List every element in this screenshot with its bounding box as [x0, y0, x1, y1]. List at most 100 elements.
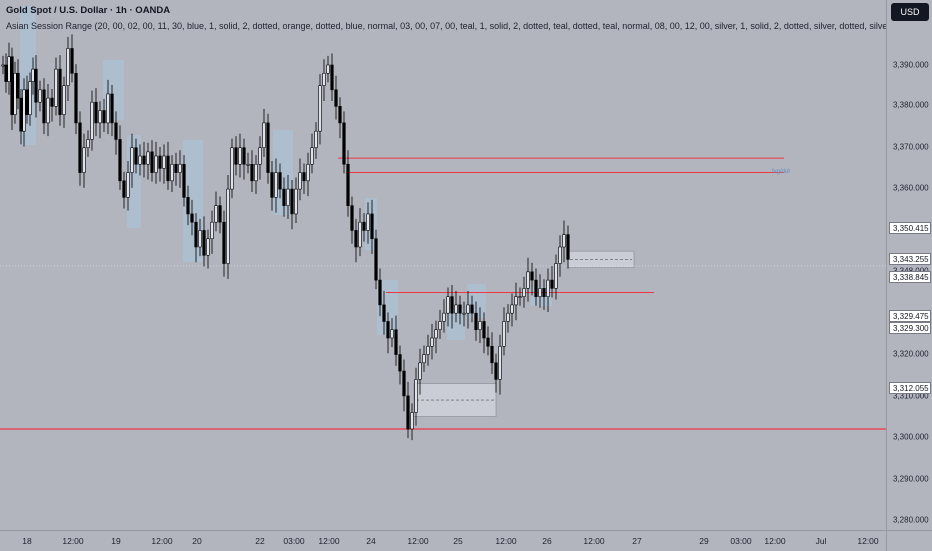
candle-body	[310, 147, 314, 165]
candle-body	[146, 151, 150, 165]
candle-body	[554, 263, 558, 289]
candle-body	[234, 147, 238, 165]
candle-body	[418, 362, 422, 380]
candle-body	[74, 72, 78, 124]
candle-body	[434, 329, 438, 339]
candle-body	[170, 163, 174, 182]
candle-body	[390, 329, 394, 339]
candle-body	[22, 89, 26, 132]
candle-body	[198, 230, 202, 248]
candle-body	[486, 337, 490, 347]
candle-body	[186, 197, 190, 215]
candle-body	[190, 213, 194, 223]
candle-body	[194, 221, 198, 248]
candle-body	[562, 234, 566, 248]
candle-body	[302, 172, 306, 182]
candle-body	[298, 172, 302, 190]
candle-body	[538, 288, 542, 297]
candle-body	[478, 321, 482, 331]
time-tick: 12:00	[764, 536, 786, 546]
candle-body	[358, 221, 362, 248]
time-tick: Jul	[815, 536, 827, 546]
indicator-title[interactable]: Asian Session Range (20, 00, 02, 00, 11,…	[6, 21, 886, 31]
symbol-title[interactable]: Gold Spot / U.S. Dollar · 1h · OANDA	[6, 5, 171, 16]
current-price-label: 3,343.255	[889, 253, 931, 265]
time-tick: 29	[699, 536, 709, 546]
candle-body	[38, 89, 42, 103]
candle-body	[438, 321, 442, 331]
candle-body	[250, 163, 254, 182]
candle-body	[106, 93, 110, 124]
candle-body	[13, 72, 17, 115]
candle-body	[46, 97, 50, 124]
time-axis[interactable]: 18 12:00 19 12:00 20 22 03:00 12:00 24 1…	[0, 530, 886, 551]
candle-body	[270, 172, 274, 198]
candle-body	[442, 312, 446, 322]
candle-body	[530, 271, 534, 281]
candle-body	[154, 155, 158, 173]
candle-body	[4, 64, 8, 82]
candle-body	[126, 172, 130, 198]
candle-body	[386, 321, 390, 339]
candle-body	[522, 288, 526, 297]
candle-body	[42, 89, 46, 124]
candle-body	[54, 68, 58, 107]
time-tick: 18	[22, 536, 32, 546]
candle-body	[230, 147, 234, 190]
candle-body	[138, 155, 142, 165]
candle-body	[346, 163, 350, 206]
candle-body	[238, 147, 242, 165]
candle-body	[318, 85, 322, 132]
candle-body	[7, 56, 11, 82]
candle-body	[506, 312, 510, 322]
candle-body	[454, 304, 458, 314]
candle-body	[450, 296, 454, 314]
price-tick: 3,370.000	[893, 142, 929, 152]
candle-body	[134, 147, 138, 165]
currency-button[interactable]: USD	[891, 3, 929, 21]
candle-body	[326, 64, 330, 74]
candle-body	[102, 110, 106, 124]
candle-body	[394, 329, 398, 355]
candle-body	[130, 147, 134, 173]
candle-body	[10, 56, 14, 115]
candle-body	[258, 147, 262, 165]
time-tick: 12:00	[407, 536, 429, 546]
candle-body	[62, 85, 66, 115]
candle-body	[114, 122, 118, 140]
price-tick: 3,290.000	[893, 474, 929, 484]
candle-body	[70, 48, 74, 74]
candle-body	[242, 147, 246, 165]
candle-body	[526, 271, 530, 289]
price-tick: 3,280.000	[893, 515, 929, 525]
candle-body	[458, 304, 462, 314]
candle-body	[31, 68, 35, 82]
time-tick: 12:00	[495, 536, 517, 546]
candle-body	[494, 362, 498, 380]
candlestick-chart[interactable]	[0, 0, 886, 530]
candle-body	[78, 122, 82, 173]
candle-body	[414, 379, 418, 413]
candle-body	[94, 101, 98, 124]
price-label: 3,329.475	[889, 310, 931, 322]
candle-body	[514, 296, 518, 306]
candle-body	[50, 97, 54, 107]
candle-body	[174, 163, 178, 173]
candle-body	[490, 345, 494, 364]
price-axis[interactable]: USD 3,390.000 3,380.000 3,370.000 3,360.…	[886, 0, 932, 530]
candle-body	[110, 93, 114, 124]
candle-body	[214, 205, 218, 223]
axis-corner	[886, 530, 932, 551]
candle-body	[402, 370, 406, 397]
time-tick: 26	[542, 536, 552, 546]
candle-body	[218, 205, 222, 223]
candle-body	[294, 188, 298, 215]
price-tick: 3,390.000	[893, 60, 929, 70]
candle-body	[150, 151, 154, 173]
candle-body	[342, 122, 346, 165]
chart-plot-area[interactable]: Gold Spot / U.S. Dollar · 1h · OANDA Asi…	[0, 0, 886, 530]
fvg-label: fvg/dol	[772, 169, 790, 175]
candle-body	[178, 163, 182, 173]
candle-body	[262, 122, 266, 149]
candle-body	[362, 221, 366, 231]
